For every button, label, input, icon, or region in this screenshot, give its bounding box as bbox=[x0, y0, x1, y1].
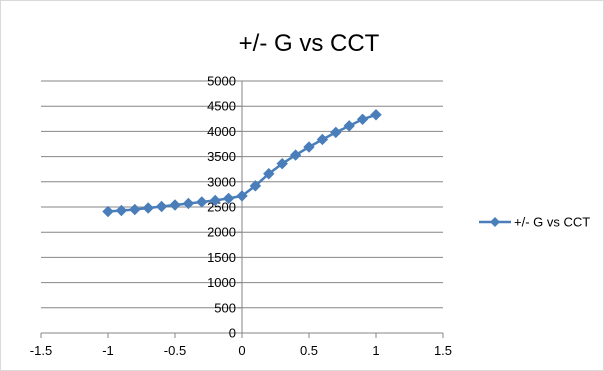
data-point bbox=[115, 204, 128, 217]
data-point bbox=[142, 202, 154, 214]
tick-labels: -1.5 -1 -0.5 0 0.5 1 1.50500100015002000250030… bbox=[30, 74, 452, 359]
y-tick-label: 3500 bbox=[207, 149, 236, 164]
y-tick-label: 0 bbox=[229, 326, 236, 341]
data-point bbox=[182, 197, 195, 210]
x-tick-label: 1.5 bbox=[434, 343, 452, 358]
y-tick-label: 500 bbox=[214, 300, 236, 315]
x-tick-label: -1.5 bbox=[30, 343, 52, 358]
data-point bbox=[316, 133, 329, 146]
x-tick-label: -1 bbox=[102, 343, 114, 358]
data-point bbox=[236, 190, 248, 202]
y-tick-label: 3000 bbox=[207, 174, 236, 189]
data-point bbox=[343, 120, 355, 132]
y-tick-label: 4500 bbox=[207, 99, 236, 114]
y-tick-label: 4000 bbox=[207, 124, 236, 139]
data-point bbox=[129, 203, 141, 216]
y-tick-label: 5000 bbox=[207, 74, 236, 89]
data-point bbox=[209, 194, 221, 207]
legend: +/- G vs CCT bbox=[479, 215, 590, 230]
y-tick-label: 1500 bbox=[207, 250, 236, 265]
x-tick-label: 0.5 bbox=[300, 343, 318, 358]
legend-marker bbox=[490, 217, 500, 227]
data-point bbox=[102, 205, 114, 218]
data-point bbox=[303, 141, 315, 153]
legend-label: +/- G vs CCT bbox=[514, 215, 590, 230]
data-point bbox=[356, 113, 369, 126]
data-point bbox=[222, 192, 235, 205]
data-point bbox=[330, 126, 342, 139]
x-tick-label: 0 bbox=[238, 343, 245, 358]
x-tick-label: -0.5 bbox=[164, 343, 186, 358]
y-tick-label: 2000 bbox=[207, 225, 236, 240]
data-point bbox=[289, 149, 302, 161]
series-layer bbox=[102, 109, 382, 218]
y-tick-label: 1000 bbox=[207, 275, 236, 290]
data-point bbox=[155, 200, 168, 213]
data-point bbox=[169, 199, 181, 211]
x-tick-label: 1 bbox=[372, 343, 379, 358]
data-point bbox=[263, 168, 275, 180]
data-point bbox=[370, 109, 382, 121]
data-point bbox=[249, 180, 262, 192]
axes bbox=[40, 80, 444, 338]
chart-title: +/- G vs CCT bbox=[239, 30, 380, 57]
data-point bbox=[276, 157, 288, 170]
data-point bbox=[196, 196, 208, 208]
